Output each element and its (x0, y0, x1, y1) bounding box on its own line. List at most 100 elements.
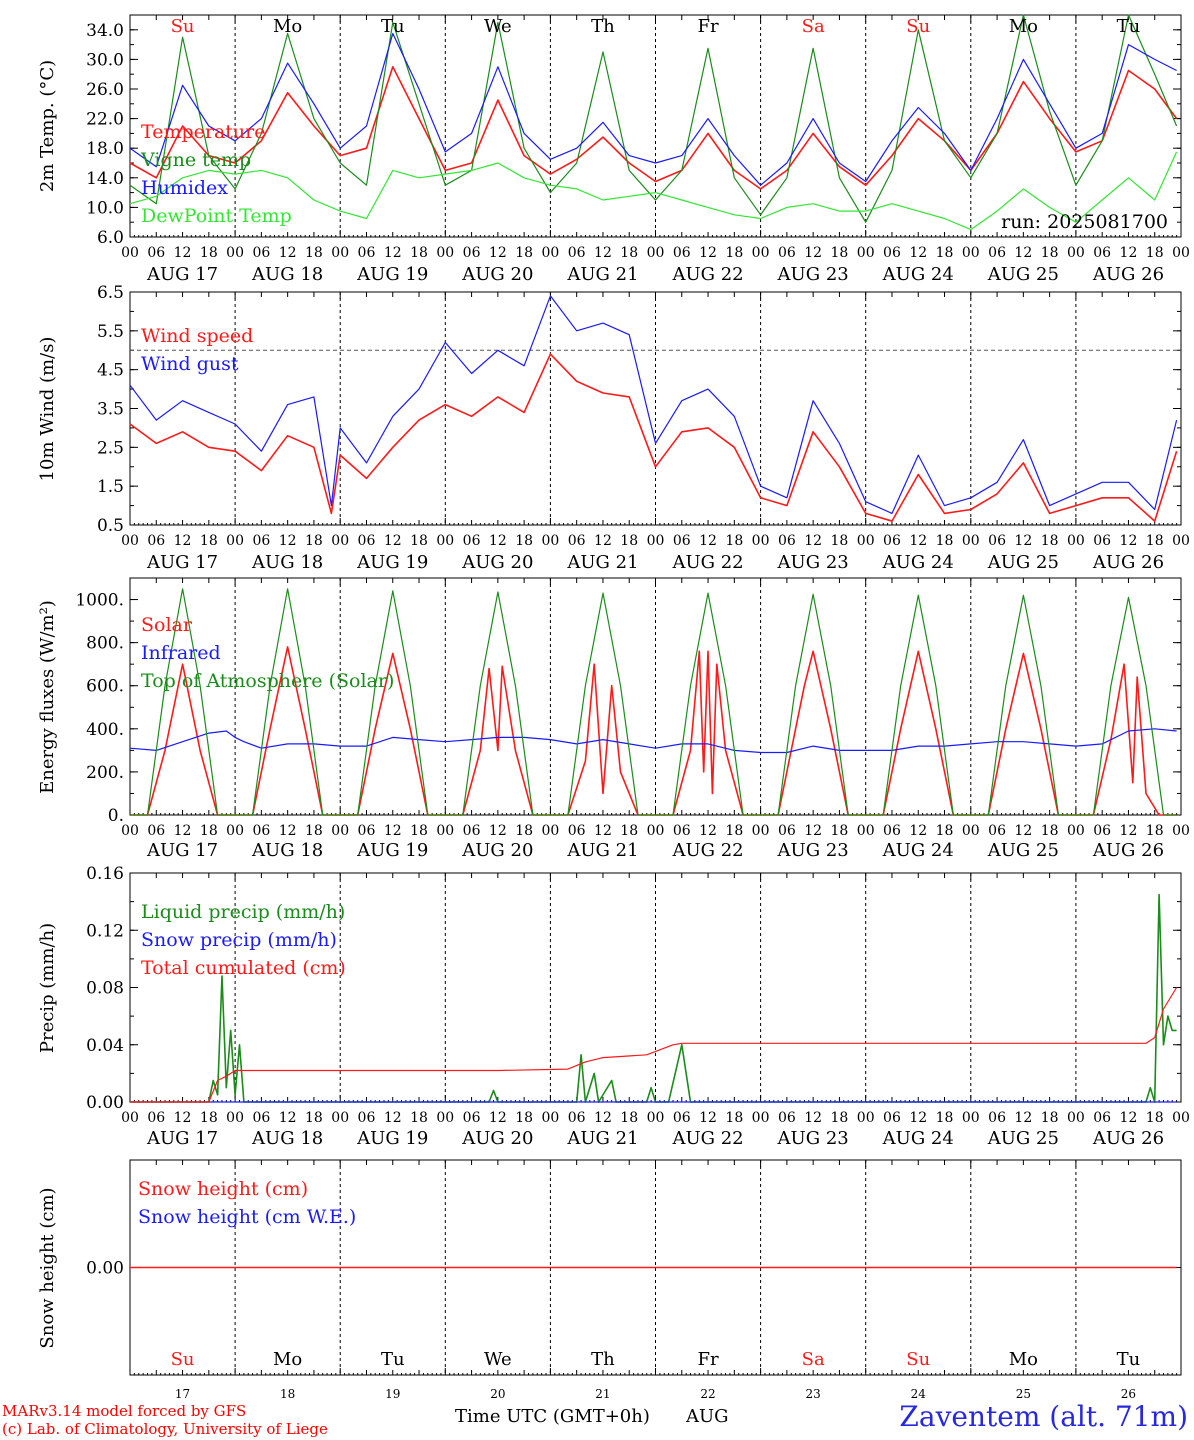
panel-1-legend-3: Humidex (141, 177, 228, 199)
panel-1-y-tick-label: 30.0 (86, 50, 124, 70)
panel-3-hour-label: 00 (1067, 823, 1085, 839)
panel-3-y-tick-label: 200. (86, 763, 124, 783)
panel-1-weekday-label: Mo (273, 16, 302, 37)
panel-4-y-tick-label: 0.16 (86, 864, 124, 884)
panel-1-hour-label: 12 (699, 245, 717, 261)
panel-2-hour-label: 06 (463, 533, 481, 549)
panel-4-hour-label: 12 (489, 1110, 507, 1126)
panel-4-hour-label: 06 (883, 1110, 901, 1126)
panel-1-hour-label: 18 (936, 245, 954, 261)
panel-3-date-label: AUG 19 (356, 840, 428, 861)
panel-4-hour-label: 12 (279, 1110, 297, 1126)
panel-4-hour-label: 00 (752, 1110, 770, 1126)
panel-2-hour-label: 18 (1041, 533, 1059, 549)
panel-4-hour-label: 06 (988, 1110, 1006, 1126)
panel-1-series-humidex (129, 32, 1177, 186)
panel-2-hour-label: 18 (936, 533, 954, 549)
panel-1-weekday-label: Su (171, 16, 195, 37)
panel-4-hour-label: 06 (147, 1110, 165, 1126)
panel-4-hour-label: 12 (384, 1110, 402, 1126)
credit-line-1: MARv3.14 model forced by GFS (2, 1402, 247, 1420)
panel-1-y-tick-label: 10.0 (86, 198, 124, 218)
panel-2-hour-label: 12 (279, 533, 297, 549)
panel-3-hour-label: 06 (463, 823, 481, 839)
panel-2-hour-label: 06 (778, 533, 796, 549)
panel-2-hour-label: 00 (331, 533, 349, 549)
panel-2-hour-label: 00 (436, 533, 454, 549)
panel-2-y-tick-label: 5.5 (97, 322, 124, 342)
panel-2-hour-label: 12 (1014, 533, 1032, 549)
panel-2-hour-label: 00 (121, 533, 139, 549)
panel-5-y-axis-title: Snow height (cm) (37, 1187, 58, 1348)
panel-5-weekday-label: Fr (698, 1349, 719, 1370)
panel-5-day-number: 21 (595, 1387, 610, 1401)
panel-5-y-tick-label: 0.00 (86, 1259, 124, 1279)
panel-3-hour-label: 18 (725, 823, 743, 839)
panel-5-legend-1: Snow height (cm) (138, 1178, 308, 1200)
panel-1-hour-label: 06 (358, 245, 376, 261)
panel-1-hour-label: 00 (647, 245, 665, 261)
panel-4-legend-1: Liquid precip (mm/h) (141, 901, 345, 923)
panel-3-series-top-of-atmosphere-solar- (130, 588, 1177, 816)
panel-3-hour-label: 00 (1172, 823, 1190, 839)
panel-4-hour-label: 00 (857, 1110, 875, 1126)
panel-2-date-label: AUG 22 (671, 552, 743, 573)
panel-1-hour-label: 18 (1146, 245, 1164, 261)
panel-2-hour-label: 06 (147, 533, 165, 549)
panel-5-day-number: 17 (175, 1387, 190, 1401)
panel-3-frame (129, 577, 1182, 816)
panel-1-hour-label: 06 (147, 245, 165, 261)
panel-1-hour-label: 06 (463, 245, 481, 261)
panel-2-date-label: AUG 25 (987, 552, 1059, 573)
panel-5-weekday-label: Mo (1009, 1349, 1038, 1370)
panel-1-date-label: AUG 22 (671, 264, 743, 285)
panel-3-hour-label: 00 (226, 823, 244, 839)
panel-2-hour-label: 12 (804, 533, 822, 549)
panel-4-hour-label: 18 (1146, 1110, 1164, 1126)
panel-4-date-label: AUG 19 (356, 1128, 428, 1149)
panel-3-hour-label: 00 (857, 823, 875, 839)
panel-4-hour-label: 18 (200, 1110, 218, 1126)
credit-line-2: (c) Lab. of Climatology, University of L… (2, 1420, 328, 1438)
panel-3-date-label: AUG 18 (251, 840, 323, 861)
panel-2-hour-label: 06 (358, 533, 376, 549)
panel-2-series-wind-gust (129, 295, 1178, 514)
panel-2-hour-label: 00 (1067, 533, 1085, 549)
panel-3-hour-label: 06 (358, 823, 376, 839)
panel-4-hour-label: 12 (699, 1110, 717, 1126)
panel-3-hour-label: 18 (410, 823, 428, 839)
panel-5-weekday-label: Mo (273, 1349, 302, 1370)
panel-1-y-tick-label: 34.0 (86, 21, 124, 41)
panel-3-hour-label: 12 (279, 823, 297, 839)
panel-1-hour-label: 12 (174, 245, 192, 261)
panel-4-hour-label: 12 (909, 1110, 927, 1126)
panel-5-weekday-label: We (484, 1349, 512, 1370)
panel-3-y-axis-title: Energy fluxes (W/m²) (37, 600, 58, 794)
panel-4-hour-label: 12 (1120, 1110, 1138, 1126)
panel-2-hour-label: 18 (725, 533, 743, 549)
panel-1-legend-4: DewPoint Temp (141, 205, 292, 227)
panel-3-hour-label: 06 (1093, 823, 1111, 839)
panel-1-y-tick-label: 6.0 (97, 228, 124, 248)
panel-4-date-label: AUG 18 (251, 1128, 323, 1149)
panel-2-hour-label: 12 (1120, 533, 1138, 549)
panel-1-date-label: AUG 25 (987, 264, 1059, 285)
panel-1-hour-label: 00 (226, 245, 244, 261)
panel-3-hour-label: 12 (1014, 823, 1032, 839)
panel-1-hour-label: 06 (988, 245, 1006, 261)
panel-1-series-vigne-temp (129, 14, 1178, 223)
panel-3-hour-label: 18 (936, 823, 954, 839)
panel-2-hour-label: 00 (962, 533, 980, 549)
panel-3-date-label: AUG 17 (146, 840, 218, 861)
panel-2-y-tick-label: 1.5 (97, 477, 124, 497)
panel-4-hour-label: 06 (568, 1110, 586, 1126)
panel-5-day-number: 18 (280, 1387, 295, 1401)
panel-1-hour-label: 12 (279, 245, 297, 261)
panel-2-hour-label: 18 (620, 533, 638, 549)
panel-4-hour-label: 18 (305, 1110, 323, 1126)
panel-1-weekday-label: Th (591, 16, 615, 37)
panel-1-hour-label: 12 (1120, 245, 1138, 261)
panel-1-hour-label: 00 (857, 245, 875, 261)
panel-1-weekday-label: Sa (802, 16, 825, 37)
panel-2-date-label: AUG 17 (146, 552, 218, 573)
